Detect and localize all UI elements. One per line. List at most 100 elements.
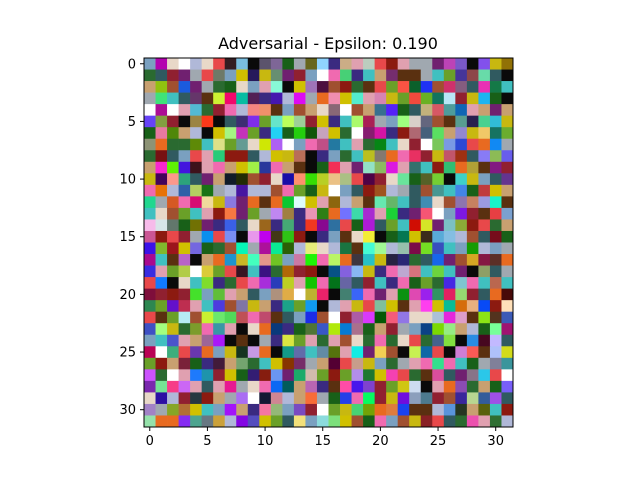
image-pixel [259, 288, 272, 301]
image-pixel [305, 161, 318, 174]
image-pixel [144, 104, 156, 117]
image-pixel [340, 81, 352, 93]
image-pixel [259, 403, 272, 416]
image-pixel [144, 311, 156, 324]
image-pixel [236, 311, 249, 324]
image-pixel [247, 265, 260, 278]
image-pixel [236, 207, 249, 220]
image-pixel [270, 184, 283, 197]
image-pixel [455, 242, 468, 255]
image-pixel [224, 184, 237, 197]
image-pixel [501, 58, 514, 70]
image-pixel [213, 334, 226, 347]
image-pixel [201, 392, 214, 405]
image-pixel [316, 288, 329, 301]
image-pixel [363, 81, 375, 93]
image-pixel [363, 173, 375, 186]
x-tick-label: 10 [257, 434, 274, 449]
image-pixel [363, 104, 375, 117]
image-pixel [282, 334, 295, 347]
image-pixel [316, 380, 329, 393]
image-pixel [270, 219, 283, 232]
image-pixel [397, 403, 410, 416]
image-pixel [155, 403, 168, 416]
image-pixel [420, 184, 433, 197]
image-pixel [293, 184, 306, 197]
image-pixel [316, 196, 329, 209]
image-pixel [351, 334, 364, 347]
image-pixel [316, 127, 329, 140]
image-pixel [213, 265, 226, 278]
image-pixel [201, 184, 214, 197]
image-pixel [178, 311, 191, 324]
image-pixel [259, 357, 272, 370]
image-pixel [386, 58, 399, 70]
image-pixel [270, 81, 283, 93]
image-pixel [432, 219, 445, 232]
image-pixel [167, 69, 179, 82]
image-pixel [489, 196, 502, 209]
image-pixel [293, 115, 306, 128]
image-pixel [374, 173, 387, 186]
image-pixel [155, 196, 168, 209]
image-pixel [478, 115, 491, 128]
image-pixel [386, 357, 399, 370]
image-pixel [386, 265, 399, 278]
image-pixel [455, 403, 468, 416]
image-pixel [201, 138, 214, 151]
image-pixel [282, 254, 295, 266]
image-pixel [340, 161, 352, 174]
image-pixel [455, 219, 468, 232]
image-pixel [374, 104, 387, 117]
image-pixel [167, 380, 179, 393]
image-pixel [167, 184, 179, 197]
image-pixel [501, 300, 514, 313]
image-pixel [443, 127, 456, 140]
image-pixel [374, 138, 387, 151]
image-pixel [144, 415, 156, 428]
image-pixel [201, 369, 214, 382]
image-pixel [178, 58, 191, 70]
image-pixel [201, 196, 214, 209]
image-pixel [363, 184, 375, 197]
axes-frame [143, 57, 514, 428]
image-pixel [201, 173, 214, 186]
image-pixel [397, 150, 410, 163]
image-pixel [363, 346, 375, 359]
image-pixel [478, 265, 491, 278]
image-pixel [386, 196, 399, 209]
image-pixel [443, 277, 456, 289]
image-pixel [224, 230, 237, 243]
image-pixel [190, 254, 203, 266]
image-pixel [144, 300, 156, 313]
image-pixel [167, 311, 179, 324]
image-pixel [282, 242, 295, 255]
image-pixel [397, 392, 410, 405]
image-pixel [455, 207, 468, 220]
image-pixel [305, 127, 318, 140]
image-pixel [178, 161, 191, 174]
image-pixel [236, 138, 249, 151]
image-pixel [178, 184, 191, 197]
image-pixel [201, 254, 214, 266]
image-pixel [144, 138, 156, 151]
image-pixel [316, 323, 329, 336]
image-pixel [397, 196, 410, 209]
image-pixel [155, 219, 168, 232]
image-pixel [340, 369, 352, 382]
image-pixel [501, 403, 514, 416]
image-pixel [282, 403, 295, 416]
image-pixel [489, 138, 502, 151]
image-pixel [305, 196, 318, 209]
image-pixel [340, 115, 352, 128]
image-pixel [409, 300, 422, 313]
image-pixel [489, 81, 502, 93]
image-pixel [478, 161, 491, 174]
image-pixel [363, 369, 375, 382]
image-pixel [178, 150, 191, 163]
image-pixel [224, 254, 237, 266]
image-pixel [363, 161, 375, 174]
image-pixel [489, 58, 502, 70]
image-pixel [259, 392, 272, 405]
image-pixel [201, 115, 214, 128]
